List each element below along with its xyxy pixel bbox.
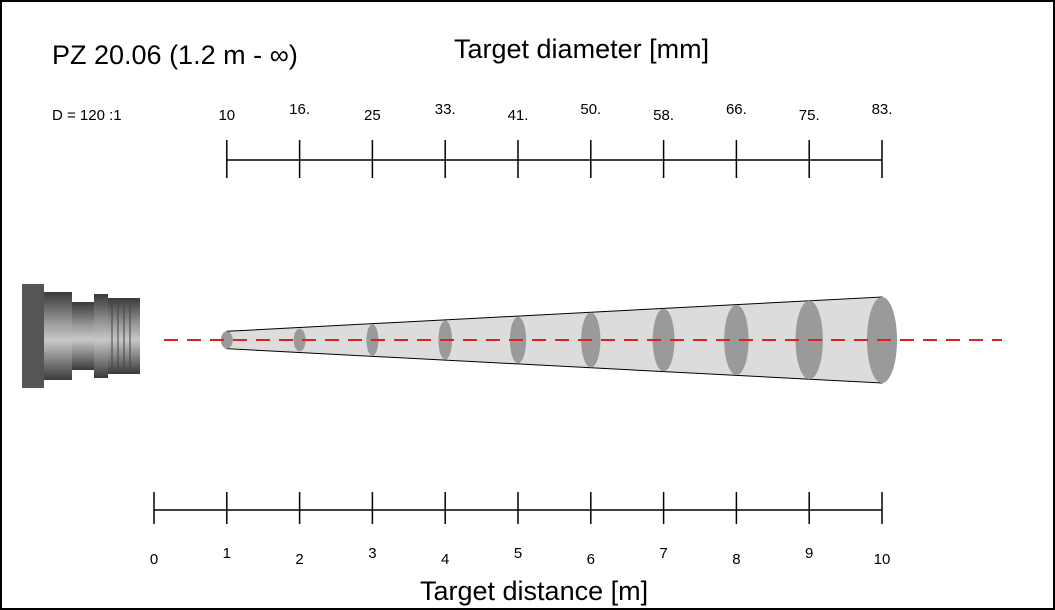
diameter-tick-label: 41. <box>508 107 529 124</box>
diameter-tick-label: 16. <box>289 101 310 118</box>
distance-tick-label: 2 <box>295 551 303 568</box>
distance-tick-label: 6 <box>587 551 595 568</box>
distance-ratio-label: D = 120 :1 <box>52 107 122 124</box>
distance-tick-label: 4 <box>441 551 449 568</box>
distance-tick-label: 9 <box>805 545 813 562</box>
spot-ellipse <box>652 308 675 372</box>
diameter-axis-title: Target diameter [mm] <box>454 34 709 64</box>
diameter-tick-label: 10 <box>218 107 235 124</box>
diameter-axis: 10 16. 25 33. 41. 50. 58. 66. 75. 83. <box>218 101 892 178</box>
spot-ellipse <box>293 328 306 352</box>
distance-axis-title: Target distance [m] <box>420 576 648 606</box>
distance-tick-label: 5 <box>514 545 522 562</box>
distance-tick-label: 3 <box>368 545 376 562</box>
distance-tick-label: 8 <box>732 551 740 568</box>
diagram-title: PZ 20.06 (1.2 m - ∞) <box>52 40 298 70</box>
spot-ellipse <box>724 304 749 376</box>
distance-tick-label: 1 <box>223 545 231 562</box>
diameter-tick-label: 75. <box>799 107 820 124</box>
spot-ellipse <box>220 331 233 349</box>
diameter-tick-label: 83. <box>872 101 893 118</box>
diameter-tick-label: 58. <box>653 107 674 124</box>
pyrometer-lens-icon <box>22 284 140 388</box>
distance-tick-label: 0 <box>150 551 158 568</box>
distance-tick-label: 7 <box>659 545 667 562</box>
diameter-tick-label: 33. <box>435 101 456 118</box>
distance-tick-label: 10 <box>874 551 891 568</box>
diameter-tick-label: 66. <box>726 101 747 118</box>
diameter-tick-label: 50. <box>580 101 601 118</box>
diameter-tick-label: 25 <box>364 107 381 124</box>
distance-axis: 0 1 2 3 4 5 6 7 8 9 10 <box>150 492 891 568</box>
